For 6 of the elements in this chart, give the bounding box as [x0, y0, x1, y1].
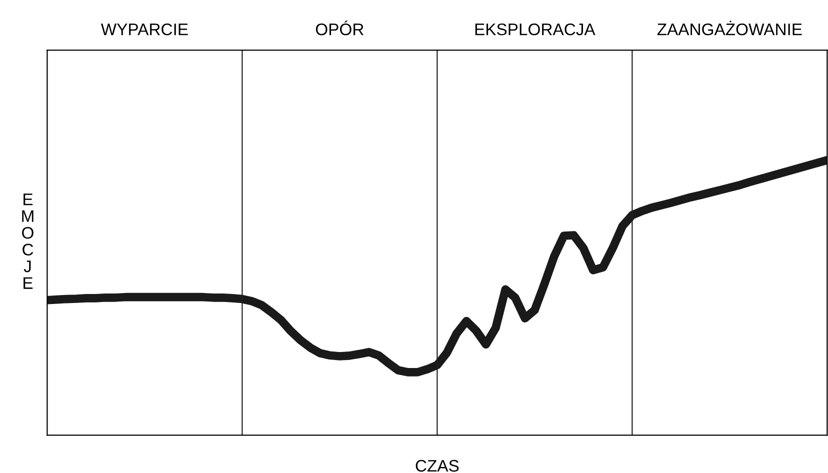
- text: OPÓR: [316, 20, 364, 36]
- x-axis-title: CZAS: [416, 460, 459, 472]
- text: ZAANGAŻOWANIE: [657, 20, 802, 36]
- y-axis-title: EMOCJE: [22, 194, 34, 289]
- text: WYPARCIE: [100, 23, 188, 36]
- text: EKSPLORACJA: [475, 23, 596, 36]
